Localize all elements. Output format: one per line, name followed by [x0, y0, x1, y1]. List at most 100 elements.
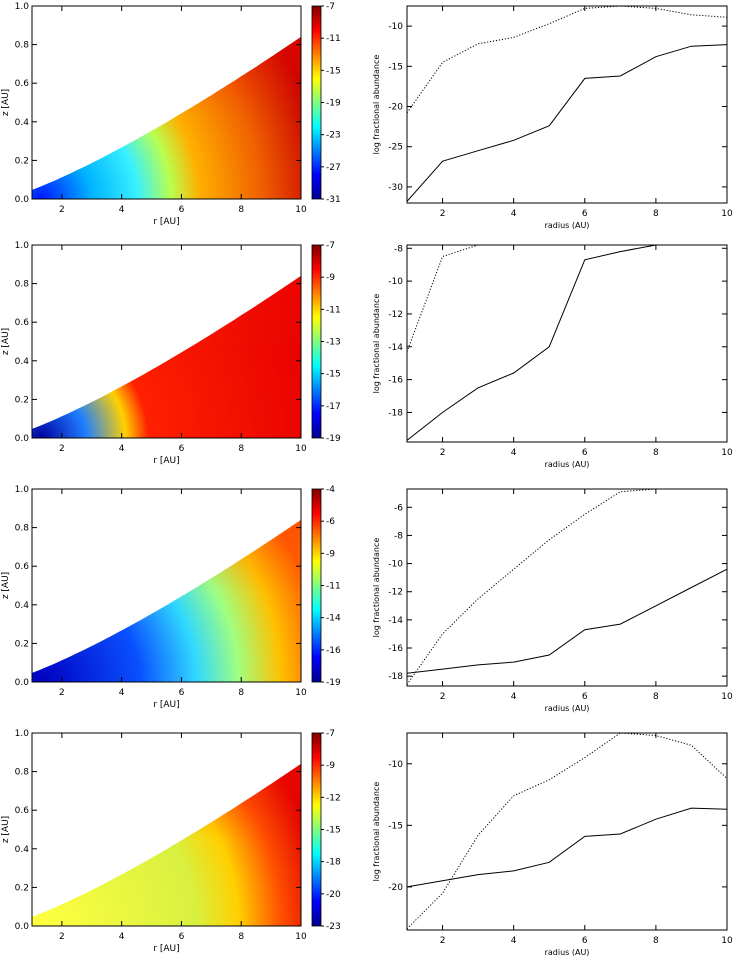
disk-upper-layer	[32, 519, 301, 682]
heatmap-panel-2: 2 4 6 8 10 0.0 0.2 0.4 0.6 0.8 1.0 r [AU] z [AU] SO₂ …	[1, 241, 341, 466]
x-tick-label: 8	[238, 932, 244, 942]
colorbar-tick-label: -11	[326, 34, 341, 44]
colorbar-scale	[311, 488, 322, 683]
colorbar-tick-label: -15	[326, 826, 341, 836]
y-tick-label: -6	[394, 503, 403, 513]
plot-frame	[31, 5, 302, 200]
plot-frame	[31, 488, 302, 683]
y-tick-label: -18	[388, 408, 403, 418]
series-line-dotted	[407, 6, 727, 114]
colorbar-tick-label: -11	[326, 582, 341, 592]
colorbar-tick-label: -9	[326, 761, 335, 771]
colorbar-tick-label: -15	[326, 370, 341, 380]
colorbar-scale	[311, 732, 322, 927]
x-tick-label: 10	[721, 692, 733, 702]
y-axis-label: log fractional abundance	[372, 538, 381, 638]
colorbar: -4 -6 -9 -11 -14 -16 -19	[311, 485, 341, 688]
y-tick-label: -16	[388, 644, 403, 654]
colorbar-tick-label: -31	[326, 195, 341, 205]
disk-map	[32, 275, 301, 438]
colorbar-tick-label: -6	[326, 517, 335, 527]
colorbar-tick-label: -20	[326, 890, 341, 900]
y-tick-label: 0.4	[15, 845, 30, 855]
y-tick-label: 0.0	[15, 922, 30, 932]
y-tick-label: -15	[388, 62, 403, 72]
x-tick-label: 2	[59, 688, 65, 698]
profile-panel-3: 2 4 6 8 10 -18 -16 -14 -12 -10 -8 -6 radius (AU) log …	[372, 488, 733, 713]
series-line-solid	[407, 568, 727, 674]
y-tick-label: 0.8	[15, 280, 30, 290]
colorbar: -7 -11 -15 -19 -23 -27 -31	[311, 2, 341, 205]
colorbar-tick-label: -4	[326, 485, 335, 495]
y-tick-label: 0.2	[15, 395, 29, 405]
x-tick-label: 8	[238, 688, 244, 698]
y-tick-label: 0.0	[15, 678, 30, 688]
y-tick-label: -14	[388, 343, 403, 353]
series-line-dotted	[407, 733, 727, 930]
y-tick-label: -18	[388, 672, 403, 682]
x-tick-label: 8	[238, 444, 244, 454]
disk-map	[32, 519, 301, 682]
y-tick-label: 1.0	[15, 241, 30, 251]
x-tick-label: 10	[295, 444, 307, 454]
y-tick-label: -30	[388, 183, 403, 193]
y-tick-label: 0.4	[15, 601, 30, 611]
x-axis-label: radius (AU)	[545, 460, 590, 469]
disk-map	[32, 763, 301, 926]
x-axis-label: radius (AU)	[545, 704, 590, 713]
y-tick-label: 0.4	[15, 118, 30, 128]
colorbar-tick-label: -15	[326, 66, 341, 76]
y-axis-label: z [AU]	[1, 816, 11, 843]
y-axis-label: log fractional abundance	[372, 55, 381, 155]
x-tick-label: 10	[721, 936, 733, 946]
colorbar-scale	[311, 244, 322, 439]
series-group	[407, 733, 727, 930]
x-axis-label: radius (AU)	[545, 221, 590, 230]
x-tick-label: 4	[119, 205, 125, 215]
x-tick-label: 6	[582, 209, 588, 219]
x-tick-label: 2	[440, 692, 446, 702]
x-tick-label: 6	[179, 205, 185, 215]
series-group	[407, 245, 727, 441]
y-tick-label: -10	[388, 560, 403, 570]
x-axis-label: r [AU]	[153, 944, 179, 954]
series-group	[407, 6, 727, 202]
x-tick-label: 4	[511, 448, 517, 458]
colorbar-tick-label: -19	[326, 434, 341, 444]
x-tick-label: 4	[511, 692, 517, 702]
x-tick-label: 6	[179, 932, 185, 942]
x-tick-label: 4	[119, 688, 125, 698]
profile-panel-4: 2 4 6 8 10 -20 -15 -10 radius (AU) log fractional…	[372, 732, 733, 956]
x-tick-label: 8	[653, 209, 659, 219]
y-tick-label: 0.8	[15, 41, 30, 51]
y-tick-label: -15	[388, 821, 403, 831]
y-tick-label: -14	[388, 616, 403, 626]
colorbar-tick-label: -12	[326, 793, 341, 803]
colorbar-tick-label: -11	[326, 305, 341, 315]
y-tick-label: -20	[388, 103, 403, 113]
y-tick-label: 0.2	[15, 883, 29, 893]
y-tick-label: 0.4	[15, 357, 30, 367]
y-tick-label: -12	[388, 310, 403, 320]
colorbar-tick-label: -9	[326, 549, 335, 559]
y-tick-label: 0.2	[15, 156, 29, 166]
series-group	[407, 489, 727, 685]
y-tick-label: -8	[394, 244, 403, 254]
colorbar-tick-label: -7	[326, 729, 335, 739]
x-axis-label: r [AU]	[153, 217, 179, 227]
colorbar-tick-label: -23	[326, 131, 341, 141]
y-axis-label: z [AU]	[1, 328, 11, 355]
x-tick-label: 8	[653, 692, 659, 702]
y-tick-label: -16	[388, 376, 403, 386]
colorbar-tick-label: -16	[326, 646, 341, 656]
y-tick-label: -10	[388, 22, 403, 32]
x-axis-label: r [AU]	[153, 456, 179, 466]
series-line-dotted	[407, 489, 727, 685]
x-tick-label: 6	[179, 688, 185, 698]
y-tick-label: -20	[388, 883, 403, 893]
series-line-dotted	[407, 245, 727, 352]
colorbar-tick-label: -19	[326, 99, 341, 109]
x-tick-label: 2	[440, 209, 446, 219]
x-tick-label: 8	[653, 448, 659, 458]
